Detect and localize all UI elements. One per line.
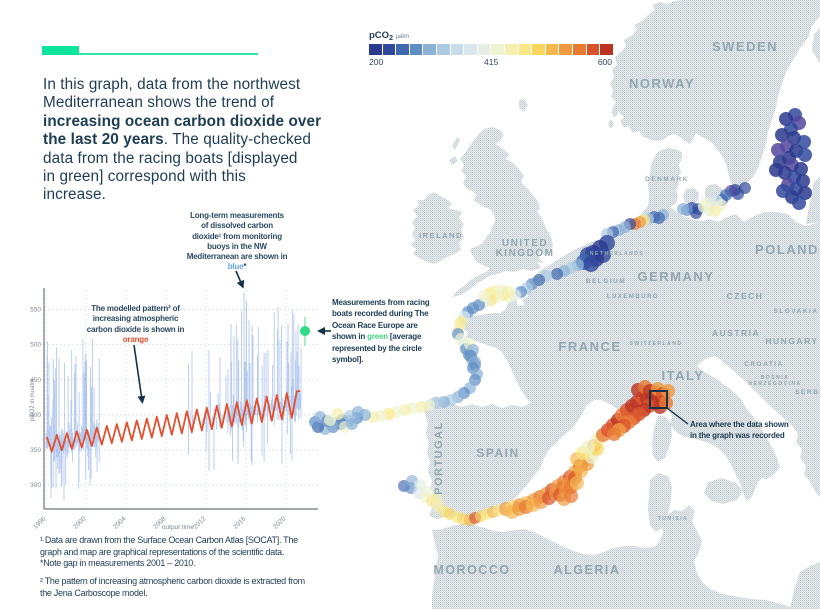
svg-text:ALGERIA: ALGERIA: [554, 563, 621, 577]
svg-text:CZECH: CZECH: [727, 291, 764, 301]
svg-text:HUNGARY: HUNGARY: [765, 336, 818, 346]
svg-text:2000: 2000: [72, 515, 87, 530]
svg-text:KINGDOM: KINGDOM: [496, 248, 555, 259]
svg-text:pCO2 in muatm: pCO2 in muatm: [30, 379, 36, 421]
svg-text:output time: output time: [162, 524, 195, 531]
svg-text:IRELAND: IRELAND: [419, 231, 463, 240]
svg-text:PORTUGAL: PORTUGAL: [433, 421, 445, 495]
svg-text:SLOVAKIA: SLOVAKIA: [773, 308, 818, 315]
svg-text:CROATIA: CROATIA: [744, 361, 784, 368]
svg-text:SWEDEN: SWEDEN: [712, 39, 778, 54]
svg-text:GERMANY: GERMANY: [638, 269, 715, 284]
svg-text:SERBIA: SERBIA: [795, 389, 820, 396]
svg-text:550: 550: [30, 307, 41, 314]
svg-text:DENMARK: DENMARK: [645, 176, 689, 183]
svg-text:2012: 2012: [192, 515, 207, 530]
svg-text:1996: 1996: [32, 515, 47, 530]
svg-text:ITALY: ITALY: [662, 368, 705, 383]
svg-text:BOSNIA: BOSNIA: [761, 375, 789, 381]
svg-text:LUXEMBURG: LUXEMBURG: [607, 294, 659, 300]
svg-text:POLAND: POLAND: [755, 242, 819, 257]
svg-text:400: 400: [30, 412, 41, 419]
svg-text:HERZEGOVINA: HERZEGOVINA: [748, 381, 801, 387]
svg-text:2020: 2020: [272, 515, 287, 530]
svg-text:FRANCE: FRANCE: [558, 339, 621, 354]
svg-text:SPAIN: SPAIN: [476, 446, 519, 460]
svg-text:2016: 2016: [232, 515, 247, 530]
svg-text:300: 300: [30, 482, 41, 489]
svg-text:SWITZERLAND: SWITZERLAND: [630, 341, 683, 347]
svg-text:450: 450: [30, 377, 41, 384]
svg-text:350: 350: [30, 447, 41, 454]
svg-text:500: 500: [30, 342, 41, 349]
svg-text:TUNISIA: TUNISIA: [658, 516, 689, 522]
svg-text:UNITED: UNITED: [502, 238, 548, 249]
svg-text:NORWAY: NORWAY: [629, 76, 695, 91]
svg-text:BELGIUM: BELGIUM: [586, 278, 626, 285]
svg-text:2004: 2004: [112, 515, 127, 530]
svg-text:NETHERLANDS: NETHERLANDS: [590, 251, 644, 257]
svg-text:AUSTRIA: AUSTRIA: [712, 328, 760, 338]
svg-text:MOROCCO: MOROCCO: [433, 563, 510, 577]
